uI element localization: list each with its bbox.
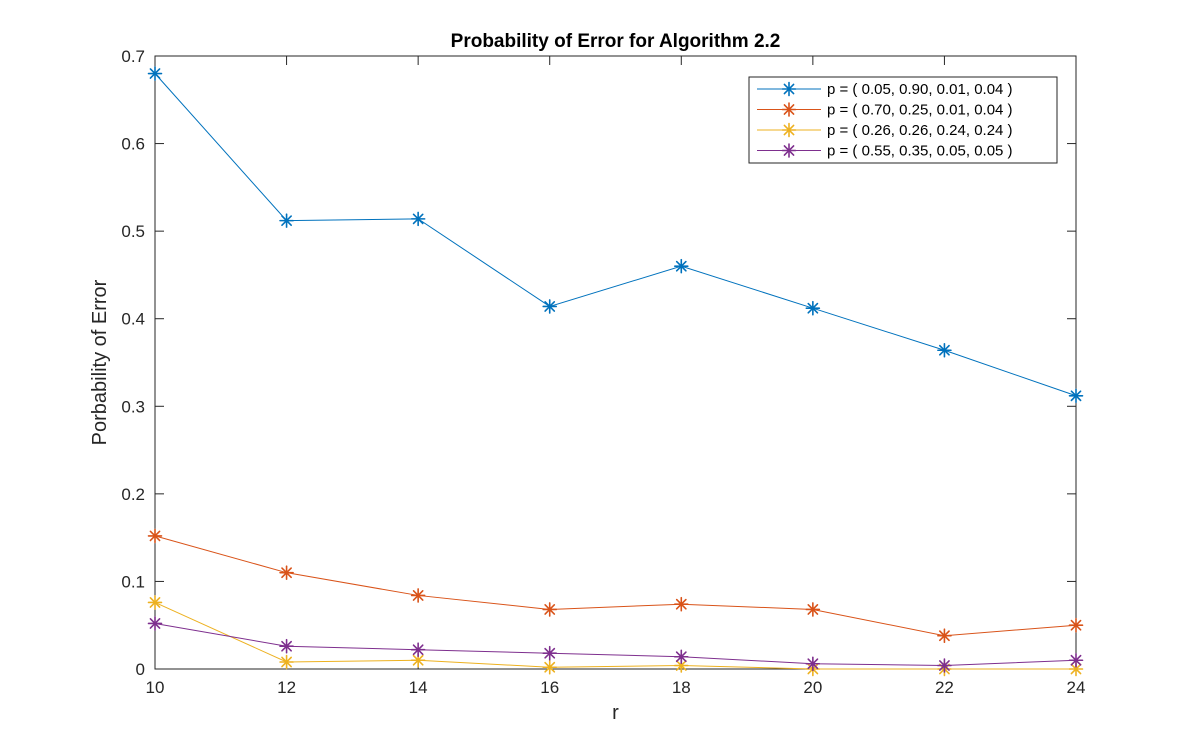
data-point: [805, 300, 821, 316]
data-point: [410, 211, 426, 227]
data-point: [673, 258, 689, 274]
series-line: [154, 73, 1077, 397]
x-tick-label: 10: [146, 678, 165, 697]
x-tick-label: 22: [935, 678, 954, 697]
data-series: [147, 66, 1084, 677]
series-3: [147, 595, 1084, 677]
legend: p = ( 0.05, 0.90, 0.01, 0.04 ) p = ( 0.70…: [748, 76, 1058, 164]
data-point: [937, 658, 952, 673]
data-point: [542, 659, 558, 675]
legend-marker: [781, 102, 797, 117]
series-line: [154, 535, 1077, 637]
data-point: [673, 649, 689, 665]
series-1: [147, 66, 1084, 404]
y-tick-label: 0.2: [121, 485, 145, 504]
x-tick-label: 16: [540, 678, 559, 697]
y-tick-label: 0.6: [121, 135, 145, 154]
y-tick-label: 0.5: [121, 222, 145, 241]
data-point: [410, 588, 426, 603]
data-point: [147, 595, 163, 610]
legend-item: p = ( 0.55, 0.35, 0.05, 0.05 ): [757, 143, 1013, 160]
y-tick-labels: 0 0.1 0.2 0.3 0.4 0.5 0.6 0.7: [121, 47, 145, 679]
legend-items: p = ( 0.05, 0.90, 0.01, 0.04 ) p = ( 0.70…: [757, 81, 1013, 160]
series-4: [147, 616, 1084, 673]
series-2: [147, 528, 1084, 644]
data-point: [673, 596, 689, 612]
legend-label: p = ( 0.26, 0.26, 0.24, 0.24 ): [827, 122, 1013, 139]
data-point: [279, 638, 294, 654]
data-point: [805, 602, 821, 617]
y-tick-label: 0: [136, 660, 145, 679]
legend-box: [748, 76, 1058, 164]
data-point: [805, 656, 821, 672]
data-point: [147, 528, 163, 544]
y-tick-label: 0.4: [121, 310, 145, 329]
data-point: [1068, 617, 1084, 633]
data-point: [1068, 388, 1084, 404]
chart-title: Probability of Error for Algorithm 2.2: [451, 31, 781, 52]
legend-label: p = ( 0.05, 0.90, 0.01, 0.04 ): [827, 81, 1013, 98]
data-point: [279, 565, 294, 580]
data-point: [937, 342, 952, 358]
data-point: [279, 213, 294, 228]
y-tick-label: 0.1: [121, 572, 145, 591]
series-line: [154, 601, 1076, 670]
legend-label: p = ( 0.55, 0.35, 0.05, 0.05 ): [827, 143, 1013, 160]
data-point: [147, 616, 163, 631]
data-point: [542, 645, 558, 661]
legend-item: p = ( 0.70, 0.25, 0.01, 0.04 ): [757, 102, 1013, 119]
data-point: [1068, 652, 1084, 668]
legend-label: p = ( 0.70, 0.25, 0.01, 0.04 ): [827, 102, 1013, 119]
legend-marker: [781, 81, 797, 97]
legend-item: p = ( 0.26, 0.26, 0.24, 0.24 ): [757, 122, 1013, 139]
series-line: [154, 622, 1077, 667]
x-tick-label: 24: [1067, 678, 1086, 697]
y-axis-label: Porbability of Error: [89, 279, 111, 445]
y-tick-label: 0.7: [121, 47, 145, 66]
x-tick-label: 20: [803, 678, 822, 697]
legend-marker: [781, 122, 797, 138]
x-axis-label: r: [612, 702, 619, 724]
y-tick-label: 0.3: [121, 397, 145, 416]
x-tick-label: 14: [409, 678, 428, 697]
data-point: [542, 299, 558, 314]
x-tick-label: 12: [277, 678, 296, 697]
data-point: [542, 602, 558, 617]
data-point: [937, 628, 952, 644]
data-point: [410, 642, 426, 658]
legend-marker: [781, 143, 797, 158]
data-point: [279, 654, 294, 670]
x-tick-label: 18: [672, 678, 691, 697]
data-point: [673, 658, 689, 673]
x-tick-labels: 10 12 14 16 18 20 22 24: [146, 678, 1086, 697]
legend-item: p = ( 0.05, 0.90, 0.01, 0.04 ): [757, 81, 1013, 98]
data-point: [147, 66, 163, 81]
